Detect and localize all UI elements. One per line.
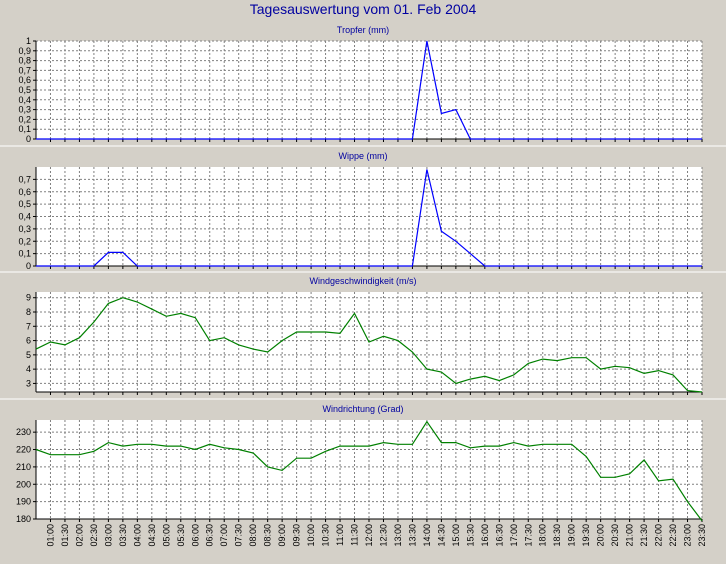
panel-title: Wippe (mm) <box>339 151 388 161</box>
series-line <box>36 40 702 140</box>
panel-title: Windrichtung (Grad) <box>322 404 403 414</box>
panel-title: Tropfer (mm) <box>337 25 389 35</box>
x-tick-label: 10:30 <box>321 524 331 547</box>
y-tick-label: 190 <box>16 497 31 507</box>
y-tick-label: 6 <box>26 336 31 346</box>
x-tick-label: 04:30 <box>147 524 157 547</box>
x-tick-label: 08:00 <box>248 524 258 547</box>
x-tick-label: 12:30 <box>378 524 388 547</box>
panel-title: Windgeschwindigkeit (m/s) <box>309 276 416 286</box>
chart-panel-4: Windrichtung (Grad) 180 190 200 210 220 230 <box>0 398 726 524</box>
y-tick-label: 0,8 <box>18 56 31 66</box>
x-tick-label: 06:30 <box>205 524 215 547</box>
x-tick-label: 11:30 <box>350 524 360 546</box>
y-tick-label: 0,2 <box>18 114 31 124</box>
y-tick-label: 0,4 <box>18 95 31 105</box>
y-tick-label: 5 <box>26 350 31 360</box>
x-tick-label: 07:30 <box>234 524 244 547</box>
x-tick-label: 14:30 <box>436 524 446 547</box>
x-tick-label: 17:30 <box>523 524 533 547</box>
y-tick-label: 0 <box>26 134 31 144</box>
x-tick-label: 08:30 <box>263 524 273 547</box>
x-tick-label: 03:30 <box>118 524 128 547</box>
x-tick-label: 20:00 <box>596 524 606 547</box>
x-tick-label: 11:00 <box>335 524 345 546</box>
x-tick-label: 23:00 <box>683 524 693 547</box>
y-tick-label: 0,7 <box>18 65 31 75</box>
y-tick-label: 4 <box>26 364 31 374</box>
y-tick-label: 0,7 <box>18 174 31 184</box>
y-tick-label: 7 <box>26 321 31 331</box>
x-tick-label: 17:00 <box>509 524 519 547</box>
x-tick-label: 06:00 <box>190 524 200 547</box>
x-tick-label: 22:30 <box>668 524 678 547</box>
x-tick-label: 15:00 <box>451 524 461 547</box>
y-tick-label: 220 <box>16 445 31 455</box>
y-tick-label: 180 <box>16 514 31 524</box>
y-tick-label: 200 <box>16 479 31 489</box>
y-tick-label: 230 <box>16 427 31 437</box>
y-tick-label: 0,5 <box>18 199 31 209</box>
y-tick-label: 0,2 <box>18 236 31 246</box>
x-tick-label: 09:30 <box>292 524 302 547</box>
y-tick-label: 9 <box>26 293 31 303</box>
x-tick-label: 18:30 <box>552 524 562 547</box>
y-tick-label: 0 <box>26 261 31 271</box>
y-tick-label: 0,3 <box>18 224 31 234</box>
x-tick-label: 03:00 <box>103 524 113 547</box>
x-tick-label: 09:00 <box>277 524 287 547</box>
x-tick-label: 22:00 <box>654 524 664 547</box>
y-tick-label: 0,9 <box>18 46 31 56</box>
x-tick-label: 19:30 <box>581 524 591 547</box>
x-tick-label: 16:00 <box>480 524 490 547</box>
x-tick-label: 05:30 <box>176 524 186 547</box>
y-tick-label: 3 <box>26 378 31 388</box>
x-tick-label: 18:00 <box>538 524 548 547</box>
y-tick-label: 210 <box>16 462 31 472</box>
y-tick-label: 0,3 <box>18 105 31 115</box>
chart-panel-3: Windgeschwindigkeit (m/s) 3 4 5 6 7 8 9 <box>0 271 726 395</box>
x-tick-label: 01:30 <box>60 524 70 547</box>
x-tick-label: 21:30 <box>639 524 649 547</box>
y-tick-label: 0,1 <box>18 249 31 259</box>
chart-panel-1: Tropfer (mm) 00,10,20,30,40,50,60,70,80,9… <box>18 25 703 144</box>
x-tick-label: 02:00 <box>74 524 84 547</box>
x-tick-label: 20:30 <box>610 524 620 547</box>
y-tick-label: 0,4 <box>18 212 31 222</box>
x-tick-label: 14:00 <box>422 524 432 547</box>
series-line <box>35 297 703 393</box>
x-tick-label: 10:00 <box>306 524 316 547</box>
x-tick-label: 05:00 <box>161 524 171 547</box>
series-line <box>35 420 703 522</box>
x-tick-label: 23:30 <box>697 524 707 547</box>
x-tick-label: 04:00 <box>132 524 142 547</box>
x-tick-label: 02:30 <box>89 524 99 547</box>
x-tick-label: 21:00 <box>625 524 635 547</box>
series-line <box>36 169 702 267</box>
y-tick-label: 0,5 <box>18 85 31 95</box>
y-tick-label: 0,6 <box>18 75 31 85</box>
x-tick-label: 13:30 <box>407 524 417 547</box>
y-tick-label: 0,1 <box>18 124 31 134</box>
y-tick-label: 0,6 <box>18 187 31 197</box>
x-axis-labels: 01:00 01:30 02:00 02:30 03:00 03:30 04:00 04:30… <box>45 524 707 547</box>
x-tick-label: 19:00 <box>567 524 577 547</box>
y-tick-label: 8 <box>26 307 31 317</box>
x-tick-label: 16:30 <box>494 524 504 547</box>
chart-panel-2: Wippe (mm) 0 0,1 0,2 0,3 0,4 0,5 0,6 0,7 <box>0 145 726 271</box>
page-title: Tagesauswertung vom 01. Feb 2004 <box>249 1 477 17</box>
x-tick-label: 15:30 <box>465 524 475 547</box>
x-tick-label: 01:00 <box>45 524 55 547</box>
y-tick-label: 1 <box>26 36 31 46</box>
x-tick-label: 13:00 <box>393 524 403 547</box>
x-tick-label: 07:00 <box>219 524 229 547</box>
x-tick-label: 12:00 <box>364 524 374 547</box>
